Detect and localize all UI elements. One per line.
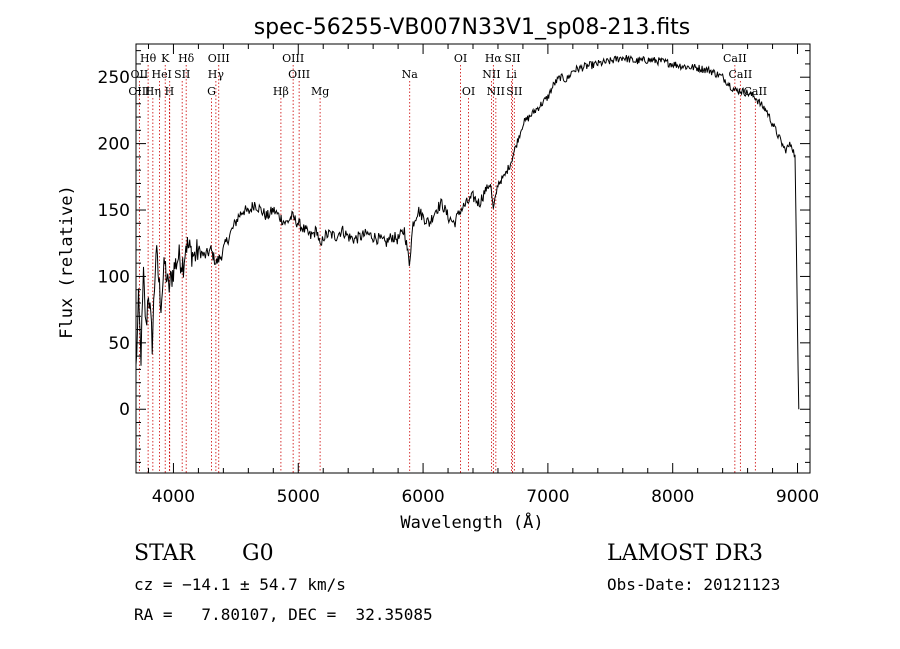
line-label-oi: OI	[454, 52, 467, 65]
line-label-hα: Hα	[485, 52, 503, 65]
line-label-oiii: OIII	[208, 52, 230, 65]
chart-title: spec-56255-VB007N33V1_sp08-213.fits	[254, 15, 691, 40]
y-tick-label: 0	[119, 400, 130, 420]
line-label-caii: CaII	[723, 52, 747, 65]
redshift-velocity: cz = −14.1 ± 54.7 km/s	[134, 575, 346, 594]
plot-frame	[135, 43, 811, 474]
line-label-sii: SII	[174, 68, 190, 81]
line-label-hη: Hη	[145, 85, 161, 98]
ra-dec-coordinates: RA = 7.80107, DEC = 32.35085	[134, 605, 433, 624]
observation-date: Obs-Date: 20121123	[607, 575, 781, 594]
line-label-oiii: OIII	[288, 68, 310, 81]
y-tick-label: 200	[98, 135, 130, 155]
line-label-g: G	[207, 85, 216, 98]
spectral-line-markers	[138, 65, 756, 473]
y-axis-label: Flux (relative)	[57, 185, 77, 339]
y-tick-label: 100	[98, 267, 130, 287]
line-label-sii: SII	[504, 52, 520, 65]
line-label-h: H	[165, 85, 175, 98]
axis-ticks	[136, 44, 810, 473]
line-label-hδ: Hδ	[178, 52, 195, 65]
x-tick-label: 7000	[526, 487, 569, 507]
line-label-oi: OI	[462, 85, 475, 98]
line-label-nii: NII	[482, 68, 500, 81]
survey-name: LAMOST DR3	[607, 541, 763, 566]
axis-tick-labels: 4000 5000 6000 7000 8000 9000 0 50 100 150 200 250	[98, 68, 820, 507]
line-label-sii: SII	[506, 85, 522, 98]
y-tick-label: 50	[108, 334, 130, 354]
line-label-hθ: Hθ	[140, 52, 157, 65]
object-subclass: G0	[242, 541, 274, 566]
line-label-na: Na	[402, 68, 419, 81]
line-label-mg: Mg	[311, 85, 329, 98]
line-label-oii: OII	[131, 68, 149, 81]
x-tick-label: 4000	[152, 487, 195, 507]
line-label-hγ: Hγ	[208, 68, 225, 81]
spectrum-line	[135, 54, 800, 410]
x-tick-label: 9000	[776, 487, 819, 507]
line-label-li: Li	[506, 68, 517, 81]
x-tick-label: 6000	[401, 487, 444, 507]
line-label-i: I	[168, 68, 172, 81]
line-label-oiii: OIII	[128, 85, 150, 98]
x-tick-label: 8000	[651, 487, 694, 507]
line-label-he: He	[152, 68, 168, 81]
object-class: STAR	[134, 541, 195, 566]
y-tick-label: 150	[98, 201, 130, 221]
line-label-hβ: Hβ	[273, 85, 289, 98]
x-axis-label: Wavelength (Å)	[400, 511, 543, 533]
y-tick-label: 250	[98, 68, 130, 88]
line-label-nii: NII	[487, 85, 505, 98]
line-label-k: K	[161, 52, 170, 65]
line-label-caii: CaII	[729, 68, 753, 81]
line-label-oiii: OIII	[282, 52, 304, 65]
x-tick-label: 5000	[277, 487, 320, 507]
